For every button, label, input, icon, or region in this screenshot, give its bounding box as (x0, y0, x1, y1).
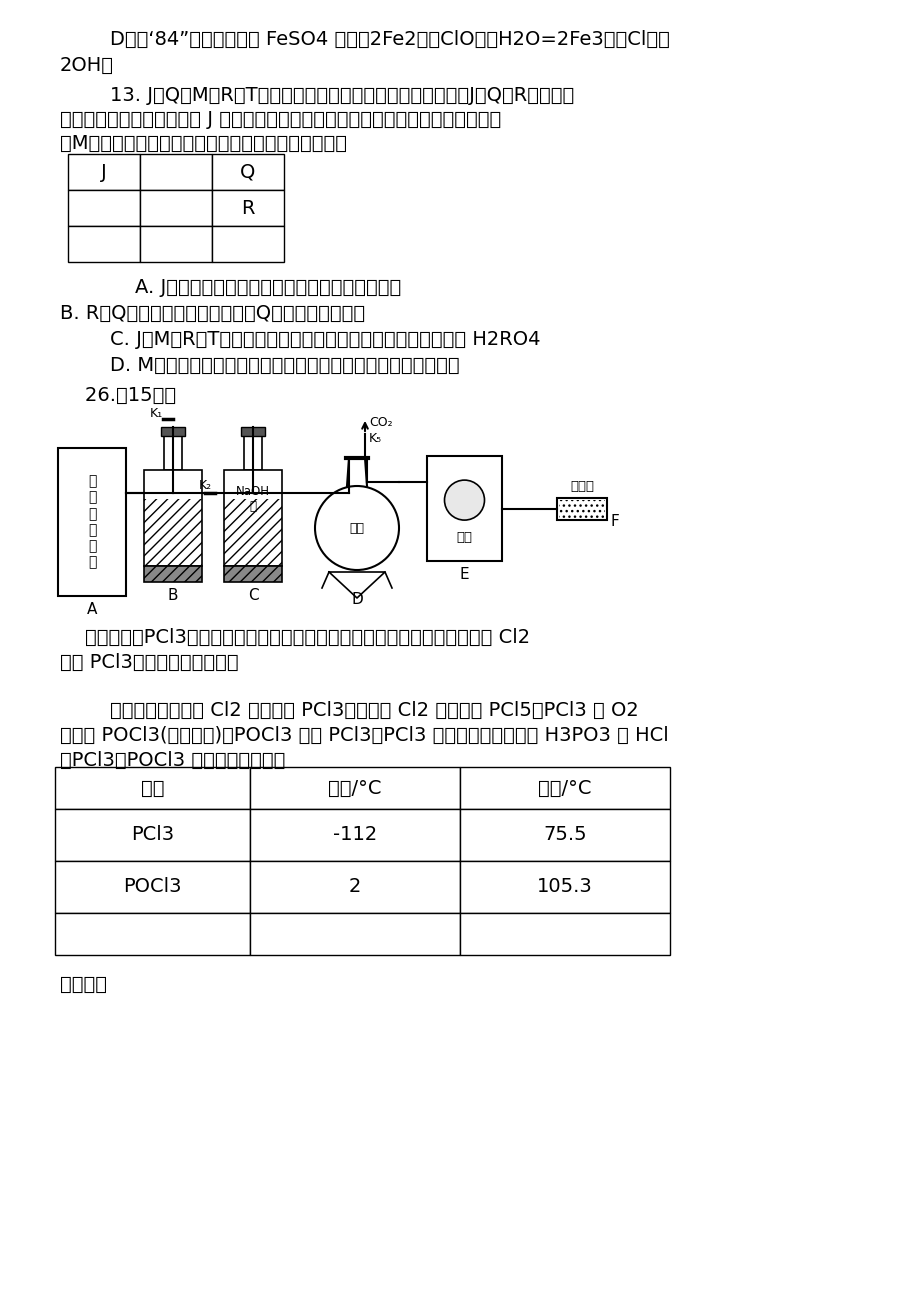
Text: 氯
气
发
生
装
置: 氯 气 发 生 装 置 (87, 474, 96, 569)
Text: A: A (86, 602, 97, 617)
Bar (55, 809, 250, 861)
Bar (559, 500, 605, 517)
Text: R: R (241, 198, 255, 217)
Bar (140, 227, 211, 262)
Circle shape (444, 480, 484, 519)
Bar (55, 861, 250, 913)
Text: F: F (610, 514, 619, 530)
Text: B: B (167, 587, 178, 603)
Circle shape (314, 486, 399, 570)
Bar (164, 436, 182, 470)
Bar (161, 427, 185, 436)
Bar (58, 448, 126, 596)
Text: 燕点/°C: 燕点/°C (328, 779, 381, 798)
Text: 红磷: 红磷 (349, 522, 364, 535)
Text: Q: Q (240, 163, 255, 181)
Bar (250, 767, 460, 809)
Bar (144, 566, 202, 582)
Bar (556, 497, 607, 519)
Bar (241, 427, 265, 436)
Text: D．在‘84”消毒液中滴加 FeSO4 溶液：2Fe2＋＋ClO－＋H2O=2Fe3＋＋Cl－＋: D．在‘84”消毒液中滴加 FeSO4 溶液：2Fe2＋＋ClO－＋H2O=2F… (60, 30, 669, 49)
Text: E: E (460, 566, 469, 582)
Text: 冷水: 冷水 (456, 531, 472, 544)
Bar (68, 227, 140, 262)
Text: 制取 PCl3，装置如下图所示。: 制取 PCl3，装置如下图所示。 (60, 654, 238, 672)
Text: 75.5: 75.5 (542, 825, 586, 845)
Text: CO₂: CO₂ (369, 417, 392, 428)
Bar (68, 190, 140, 227)
Bar (250, 861, 460, 913)
Text: 已知：红磷与少量 Cl2 反应生成 PCl3，与过量 Cl2 反应生成 PCl5。PCl3 遇 O2: 已知：红磷与少量 Cl2 反应生成 PCl3，与过量 Cl2 反应生成 PCl5… (60, 700, 638, 720)
Text: 105.3: 105.3 (537, 878, 592, 897)
Bar (460, 767, 669, 809)
Text: -112: -112 (333, 825, 377, 845)
Text: 物质: 物质 (141, 779, 165, 798)
Text: 三氯化磷（PCl3）是一种重要的有机合成催化剂。实验室常用红磷与干燥的 Cl2: 三氯化磷（PCl3）是一种重要的有机合成催化剂。实验室常用红磷与干燥的 Cl2 (60, 628, 529, 647)
Text: 2: 2 (348, 878, 361, 897)
Bar (211, 227, 284, 262)
Bar (250, 809, 460, 861)
Bar (426, 456, 502, 561)
Text: K₂: K₂ (199, 479, 211, 492)
Text: 。PCl3、POCl3 的燕沸点见下表。: 。PCl3、POCl3 的燕沸点见下表。 (60, 751, 285, 769)
Text: NaOH
液: NaOH 液 (236, 484, 269, 513)
Text: 13. J、Q、M、R、T是原子序数依次增大的短周期主族元素，J、Q、R在周期表: 13. J、Q、M、R、T是原子序数依次增大的短周期主族元素，J、Q、R在周期表 (60, 86, 573, 105)
Text: C. J、M、R、T元素最高价氧化物对应的水化物中酸性最强的是 H2RO4: C. J、M、R、T元素最高价氧化物对应的水化物中酸性最强的是 H2RO4 (60, 329, 540, 349)
Bar (55, 913, 250, 954)
Bar (250, 913, 460, 954)
Text: 中的相对位置如下表。已知 J 元素最低负化合价的绝对值与其原子最外层电子数相等: 中的相对位置如下表。已知 J 元素最低负化合价的绝对值与其原子最外层电子数相等 (60, 109, 501, 129)
Text: D: D (351, 592, 362, 607)
Bar (211, 190, 284, 227)
Bar (140, 190, 211, 227)
Bar (460, 809, 669, 861)
Text: 2OH－: 2OH－ (60, 56, 114, 76)
Bar (244, 436, 262, 470)
Text: PCl3: PCl3 (130, 825, 174, 845)
Text: 会生成 POCl3(三氯氧磷)，POCl3 溶于 PCl3，PCl3 遇水会强烈水解生成 H3PO3 和 HCl: 会生成 POCl3(三氯氧磷)，POCl3 溶于 PCl3，PCl3 遇水会强烈… (60, 727, 668, 745)
Text: K₁: K₁ (150, 406, 163, 419)
Bar (50, 408, 869, 622)
Text: K₅: K₅ (369, 432, 381, 445)
Text: D. M单质能与氢氧化钙溶液反应，其中水和氢氧化钙都是氧化剂: D. M单质能与氢氧化钙溶液反应，其中水和氢氧化钙都是氧化剂 (60, 355, 460, 375)
Text: C: C (247, 587, 258, 603)
Bar (223, 499, 282, 566)
Bar (144, 470, 202, 566)
Bar (460, 861, 669, 913)
Text: 请回答：: 请回答： (60, 975, 107, 993)
Text: B. R、Q两元素形成的氢化物中，Q的氢化物永点更高: B. R、Q两元素形成的氢化物中，Q的氢化物永点更高 (60, 303, 365, 323)
Bar (211, 154, 284, 190)
Text: 沸点/°C: 沸点/°C (538, 779, 591, 798)
Text: 26.（15分）: 26.（15分） (60, 385, 176, 405)
Text: J: J (101, 163, 107, 181)
Bar (140, 154, 211, 190)
Bar (144, 499, 202, 566)
Text: 笱石灰: 笱石灰 (570, 480, 594, 493)
Bar (55, 767, 250, 809)
Bar (223, 470, 282, 566)
Text: A. J和氢元素形成的化合物分子中只含极性共价键: A. J和氢元素形成的化合物分子中只含极性共价键 (110, 279, 401, 297)
Text: POCl3: POCl3 (123, 878, 182, 897)
Bar (68, 154, 140, 190)
Text: ；M是地壳中含量最多的金属元素。下列说法正确的是: ；M是地壳中含量最多的金属元素。下列说法正确的是 (60, 134, 346, 154)
Bar (223, 566, 282, 582)
Bar (460, 913, 669, 954)
